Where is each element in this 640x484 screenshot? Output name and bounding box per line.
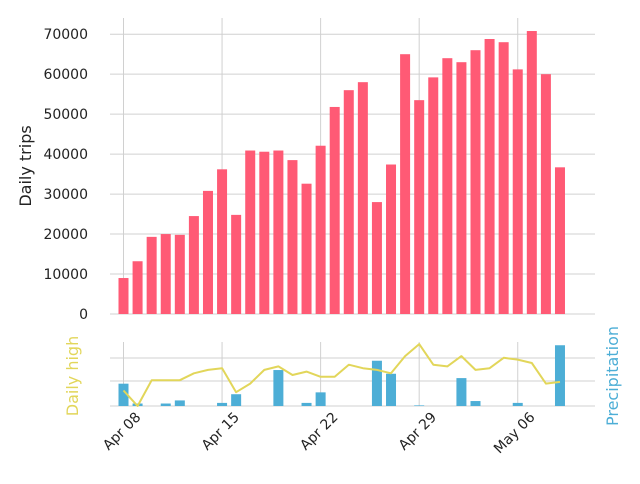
trips-bar [287, 160, 298, 314]
trips-bar [245, 150, 256, 314]
precipitation-bar [231, 394, 242, 406]
precipitation-bar [315, 392, 326, 406]
trips-bar [456, 62, 467, 315]
trips-bar [526, 31, 537, 315]
trips-bar [428, 77, 439, 315]
precipitation-bar [174, 400, 185, 406]
top-y-tick-label: 60000 [43, 67, 88, 83]
top-y-tick-label: 70000 [43, 27, 88, 43]
bottom-grid [110, 342, 595, 407]
x-tick-labels: Apr 08 Apr 15 Apr 22 Apr 29 May 06 [100, 409, 538, 457]
trips-bar [259, 151, 270, 314]
x-tick-label: Apr 29 [396, 410, 440, 454]
trips-bar [540, 74, 551, 315]
trips-bar [174, 234, 185, 314]
trips-bar [217, 169, 228, 314]
x-tick-label: Apr 22 [297, 410, 341, 454]
precipitation-bar [301, 402, 312, 406]
top-bars [118, 31, 565, 315]
precipitation-bar [371, 360, 382, 406]
daily-high-line-group [122, 343, 561, 407]
y-axis-label-daily-high: Daily high [63, 336, 82, 416]
trips-bar [554, 167, 565, 314]
precipitation-bar [554, 345, 565, 406]
precipitation-bar [273, 370, 284, 406]
top-y-tick-label: 20000 [43, 227, 88, 243]
trips-bar [188, 216, 199, 314]
precipitation-bar [386, 373, 397, 406]
trips-bar [343, 90, 354, 314]
trips-bar [146, 236, 157, 314]
precipitation-bar [217, 402, 228, 406]
trips-bar [160, 234, 171, 314]
precipitation-bar [160, 403, 171, 406]
trips-bar [371, 202, 382, 314]
precipitation-bar [414, 405, 425, 406]
trips-bar [132, 261, 143, 314]
precipitation-bar [470, 401, 481, 406]
x-tick-label: Apr 08 [100, 410, 144, 454]
trips-bar [118, 278, 129, 314]
trips-bar [301, 183, 312, 314]
trips-bar [202, 190, 213, 314]
x-tick-label: Apr 15 [199, 410, 243, 454]
top-y-tick-label: 50000 [43, 107, 88, 123]
trips-bar [470, 50, 481, 315]
x-tick-label: May 06 [491, 409, 539, 457]
trips-bar [386, 164, 397, 314]
trips-bar [484, 39, 495, 314]
top-y-tick-label: 10000 [43, 267, 88, 283]
trips-bar [512, 69, 523, 314]
top-y-tick-label: 30000 [43, 187, 88, 203]
trips-bar [498, 42, 509, 314]
trips-bar [231, 214, 242, 314]
trips-bar [357, 82, 368, 314]
top-y-tick-label: 0 [79, 307, 88, 323]
trips-bar [315, 145, 326, 314]
top-y-tick-labels: 0 10000 20000 30000 40000 50000 60000 70000 [43, 27, 88, 323]
trips-bar [273, 150, 284, 314]
trips-bar [400, 54, 411, 314]
daily-high-line [122, 343, 561, 407]
precipitation-bar [512, 402, 523, 406]
top-y-tick-label: 40000 [43, 147, 88, 163]
precipitation-bar [118, 383, 129, 406]
trips-bar [414, 100, 425, 315]
precipitation-bar [456, 378, 467, 406]
precipitation-bars [118, 345, 565, 406]
y-axis-label-precipitation: Precipitation [603, 326, 622, 426]
trips-bar [329, 106, 340, 314]
trips-bar [442, 58, 453, 314]
y-axis-label-daily-trips: Daily trips [16, 125, 35, 206]
